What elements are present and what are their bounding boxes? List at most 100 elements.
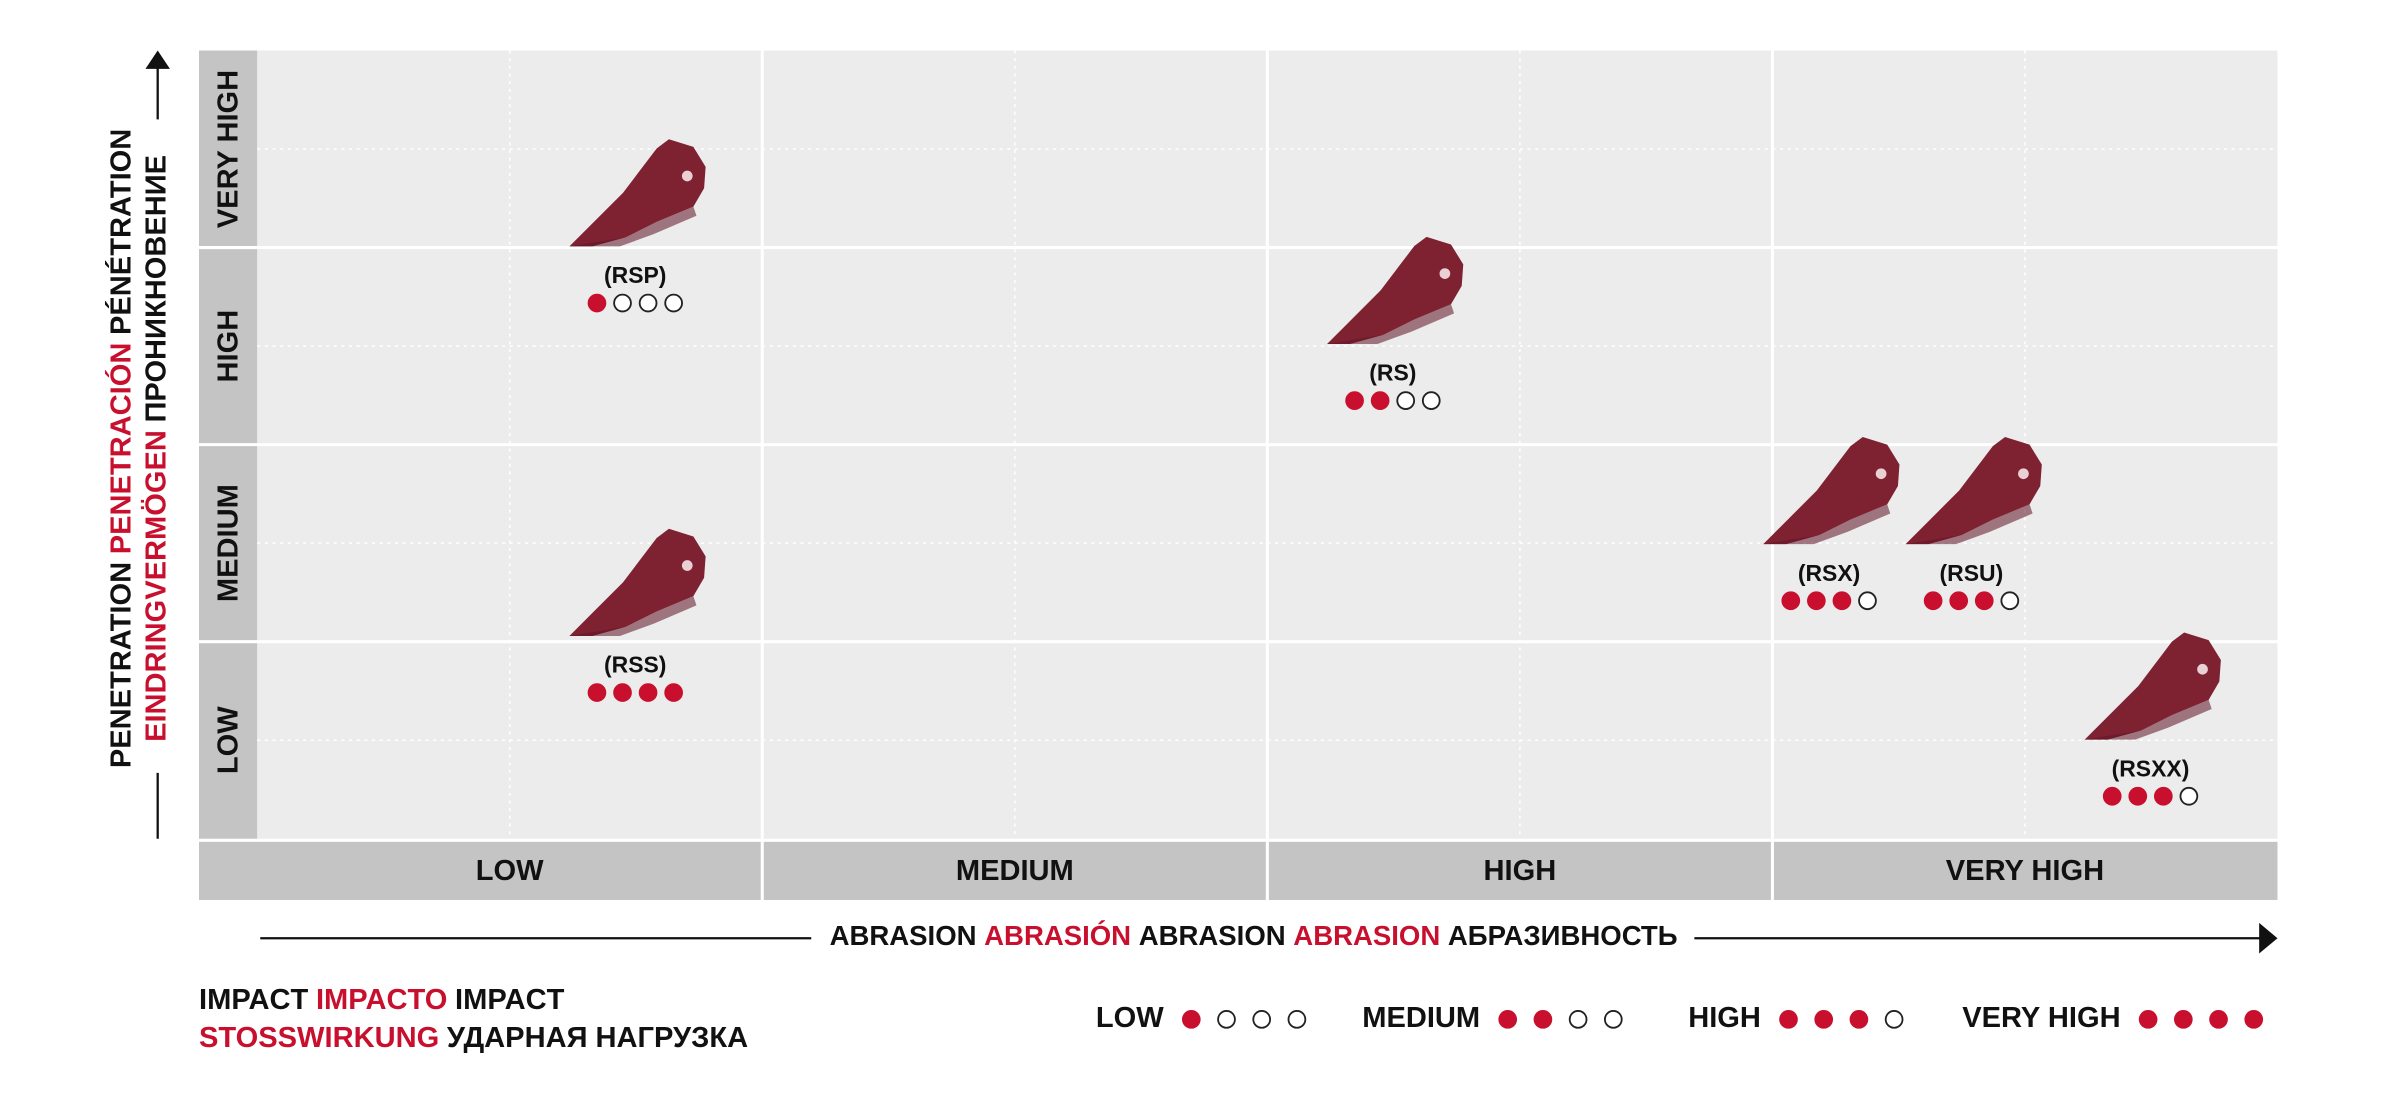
x-axis-title-part: ABRASIÓN: [984, 921, 1131, 952]
item-label: (RSS): [604, 652, 666, 678]
impact-dot: [587, 293, 607, 313]
impact-dot: [1370, 391, 1390, 410]
legend-label: LOW: [1096, 1002, 1164, 1034]
tooth-shade: [1905, 504, 2033, 545]
tooth-hole: [2197, 663, 2208, 675]
tooth-shade: [569, 596, 697, 636]
x-category-label: VERY HIGH: [1946, 855, 2104, 887]
x-category-label: HIGH: [1484, 855, 1557, 887]
impact-dot: [1849, 1010, 1869, 1029]
legend-label: HIGH: [1688, 1002, 1761, 1034]
x-label-band: [199, 841, 2278, 900]
impact-title-part: IMPACTO: [316, 984, 447, 1016]
y-category-label: VERY HIGH: [212, 70, 244, 228]
impact-title: STOSSWIRKUNG УДАРНАЯ НАГРУЗКА: [199, 1022, 748, 1054]
impact-dot: [2102, 786, 2122, 806]
impact-title-part: УДАРНАЯ НАГРУЗКА: [447, 1022, 748, 1054]
impact-dot: [1345, 391, 1364, 410]
y-axis-title-part: ПРОНИКНОВЕНИЕ: [140, 155, 172, 422]
y-axis-title-part: PENETRACIÓN: [103, 343, 137, 555]
tooth-icon: [569, 528, 706, 636]
impact-dot: [1217, 1010, 1236, 1029]
impact-dot: [1807, 591, 1826, 611]
impact-dot: [1974, 591, 1994, 611]
impact-dot: [2153, 786, 2173, 806]
impact-dot: [664, 293, 683, 313]
impact-dot: [1779, 1010, 1798, 1029]
impact-dot: [1287, 1010, 1307, 1029]
y-category-label: LOW: [212, 706, 244, 774]
impact-dot: [1781, 591, 1801, 611]
tooth-hole: [2018, 468, 2029, 480]
item-label: (RS): [1369, 360, 1416, 386]
y-axis-title: EINDRINGVERMÖGEN ПРОНИКНОВЕНИЕ: [139, 155, 172, 742]
x-axis-title-part: ABRASION: [830, 921, 977, 952]
item-label: (RSX): [1798, 560, 1860, 586]
x-arrow-head: [2259, 922, 2278, 954]
x-axis-title: ABRASION ABRASIÓN ABRASION ABRASION АБРАЗИВН…: [830, 921, 1678, 952]
x-axis-title-part: ABRASION: [1139, 921, 1286, 952]
y-axis-title-part: PENETRATION: [105, 562, 137, 768]
impact-dot: [638, 293, 658, 313]
tooth-icon: [1905, 436, 2042, 545]
item-label: (RSU): [1940, 560, 2004, 586]
impact-dot: [1858, 591, 1877, 611]
impact-dot: [1884, 1010, 1904, 1029]
tooth-shade: [1763, 504, 1891, 545]
content: LOW MEDIUM HIGH VERY HIGH LOW MEDIUM HIGH VERY …: [103, 50, 2278, 1054]
legend-label: VERY HIGH: [1962, 1002, 2120, 1034]
impact-title-part: STOSSWIRKUNG: [199, 1022, 439, 1054]
item-label: (RSP): [604, 262, 666, 288]
x-axis-title-part: АБРАЗИВНОСТЬ: [1448, 921, 1678, 952]
tooth-shade: [2084, 699, 2212, 740]
tooth-icon: [569, 139, 706, 247]
impact-dot: [2179, 786, 2199, 806]
impact-dot: [587, 683, 607, 702]
y-axis-title-part: PÉNÉTRATION: [103, 129, 137, 335]
impact-dot: [2244, 1010, 2264, 1029]
impact-dot: [2209, 1010, 2228, 1029]
x-category-label: LOW: [476, 855, 544, 887]
impact-dot: [1949, 591, 1969, 611]
impact-title: IMPACT IMPACTO IMPACT: [199, 984, 565, 1016]
impact-dot: [2128, 786, 2148, 806]
tooth-shade: [1327, 304, 1455, 344]
tooth-hole: [1439, 268, 1451, 279]
impact-dot: [664, 683, 683, 702]
impact-dot: [1603, 1010, 1623, 1029]
impact-dot: [1832, 591, 1852, 611]
impact-dot: [613, 293, 632, 313]
tooth-icon: [1763, 436, 1900, 545]
item-label: (RSXX): [2112, 755, 2190, 781]
y-category-label: MEDIUM: [212, 484, 244, 602]
impact-title-part: IMPACT: [199, 984, 309, 1016]
impact-dot: [2000, 591, 2020, 611]
y-axis-title: PENETRATION PENETRACIÓN PÉNÉTRATION: [103, 129, 137, 768]
tooth-hole: [681, 560, 693, 571]
impact-dot: [613, 683, 632, 702]
legend-label: MEDIUM: [1362, 1002, 1480, 1034]
x-category-label: MEDIUM: [956, 855, 1074, 887]
y-arrow-head: [145, 50, 170, 69]
x-axis-title-part: ABRASION: [1293, 921, 1440, 952]
impact-dot: [638, 683, 658, 702]
y-category-label: HIGH: [212, 310, 244, 383]
tooth-icon: [2084, 632, 2221, 740]
impact-dot: [2173, 1010, 2193, 1029]
impact-dot: [2138, 1010, 2158, 1029]
tooth-hole: [1875, 468, 1887, 480]
impact-dot: [1923, 591, 1943, 611]
y-axis-title-part: EINDRINGVERMÖGEN: [139, 430, 172, 742]
impact-title-part: IMPACT: [455, 984, 565, 1016]
tooth-icon: [1327, 236, 1464, 344]
impact-dot: [1568, 1010, 1588, 1029]
impact-dot: [1396, 391, 1416, 410]
impact-dot: [1252, 1010, 1272, 1029]
impact-dot: [1421, 391, 1441, 410]
tooth-hole: [681, 170, 693, 182]
impact-dot: [1533, 1010, 1553, 1029]
impact-dot: [1181, 1010, 1201, 1029]
tooth-shade: [569, 206, 697, 247]
impact-dot: [1498, 1010, 1518, 1029]
